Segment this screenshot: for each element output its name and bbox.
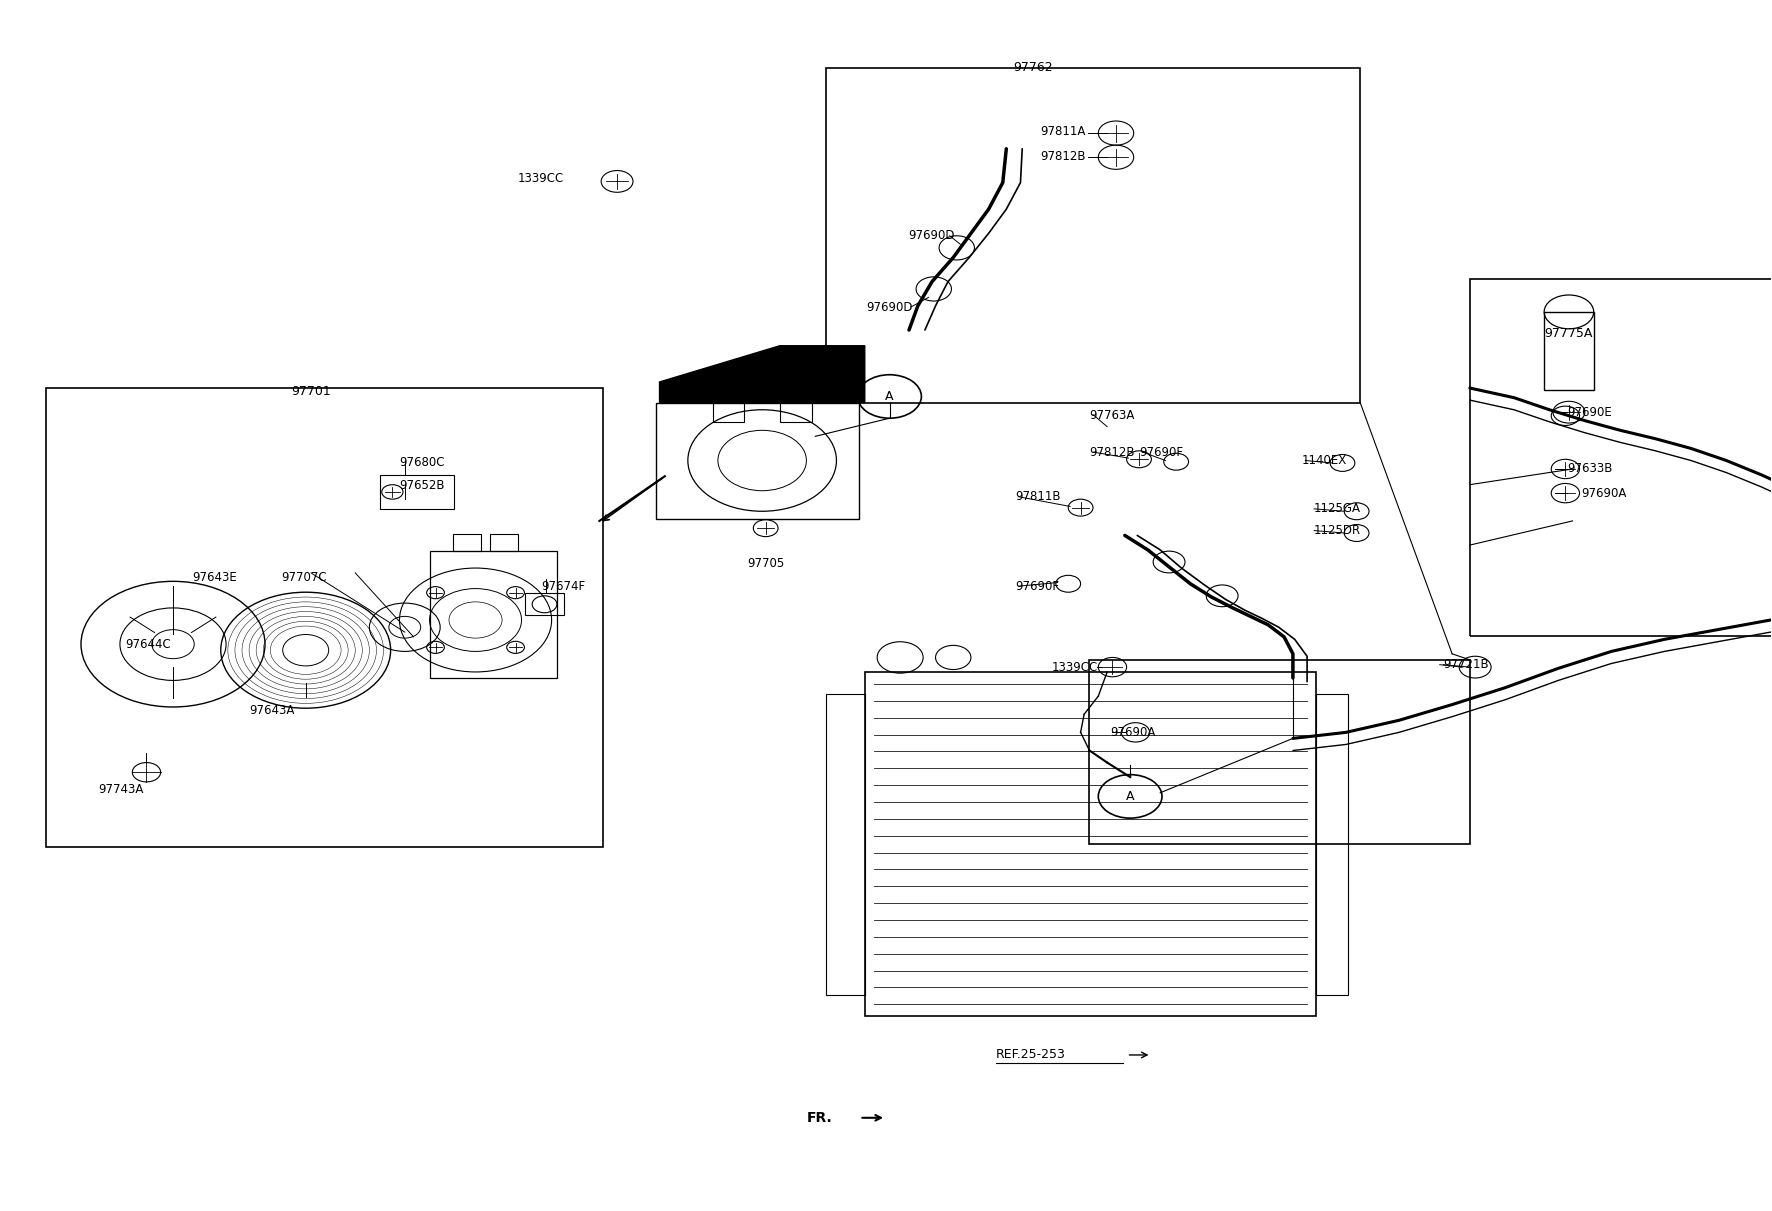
Bar <box>826 68 1361 402</box>
Bar <box>429 551 556 678</box>
Text: 97690A: 97690A <box>1111 725 1155 739</box>
Text: 97643E: 97643E <box>193 572 237 584</box>
Bar <box>379 475 454 509</box>
Text: A: A <box>886 390 893 403</box>
Bar <box>1543 312 1593 390</box>
Text: 97743A: 97743A <box>99 782 144 796</box>
Text: 97633B: 97633B <box>1566 463 1613 476</box>
Text: 1339CC: 1339CC <box>1053 661 1099 673</box>
Text: 97674F: 97674F <box>540 580 585 592</box>
Text: REF.25-253: REF.25-253 <box>996 1049 1065 1062</box>
Bar <box>1090 660 1469 844</box>
Text: 97690D: 97690D <box>909 229 955 242</box>
Bar <box>452 534 480 551</box>
Text: 97812B: 97812B <box>1090 446 1134 459</box>
Text: 97690F: 97690F <box>1139 446 1184 459</box>
Text: 1125GA: 1125GA <box>1315 503 1361 516</box>
Bar <box>656 402 859 518</box>
Text: FR.: FR. <box>806 1110 833 1125</box>
Text: 97644C: 97644C <box>126 638 170 650</box>
Bar <box>46 388 602 848</box>
Bar <box>865 672 1317 1016</box>
Bar <box>826 694 865 994</box>
Text: 97690D: 97690D <box>867 300 913 314</box>
Text: 97701: 97701 <box>291 385 331 398</box>
Bar <box>1317 694 1348 994</box>
Polygon shape <box>659 345 865 402</box>
Text: 97690A: 97690A <box>1581 487 1627 500</box>
Text: 97680C: 97680C <box>399 457 445 470</box>
Text: A: A <box>1125 790 1134 803</box>
Bar <box>780 395 812 421</box>
Text: 1125DR: 1125DR <box>1315 524 1361 538</box>
Text: 97811A: 97811A <box>1040 126 1084 138</box>
Text: 97707C: 97707C <box>282 572 326 584</box>
Text: 1339CC: 1339CC <box>517 172 563 185</box>
Text: 97643A: 97643A <box>250 704 294 717</box>
Bar <box>525 593 563 615</box>
Text: 97690E: 97690E <box>1566 406 1613 419</box>
Text: 97690F: 97690F <box>1015 580 1060 592</box>
Text: 97721B: 97721B <box>1444 659 1488 671</box>
Text: 97705: 97705 <box>748 557 785 570</box>
Text: 97811B: 97811B <box>1015 490 1061 504</box>
Bar <box>489 534 517 551</box>
Text: 97763A: 97763A <box>1090 409 1134 423</box>
Bar <box>1469 280 1772 636</box>
Text: 97775A: 97775A <box>1543 327 1593 340</box>
Text: 97812B: 97812B <box>1040 149 1086 162</box>
Text: 97652B: 97652B <box>399 480 445 493</box>
Bar <box>712 395 744 421</box>
Text: 1140EX: 1140EX <box>1302 454 1347 467</box>
Text: 97762: 97762 <box>1014 62 1053 74</box>
